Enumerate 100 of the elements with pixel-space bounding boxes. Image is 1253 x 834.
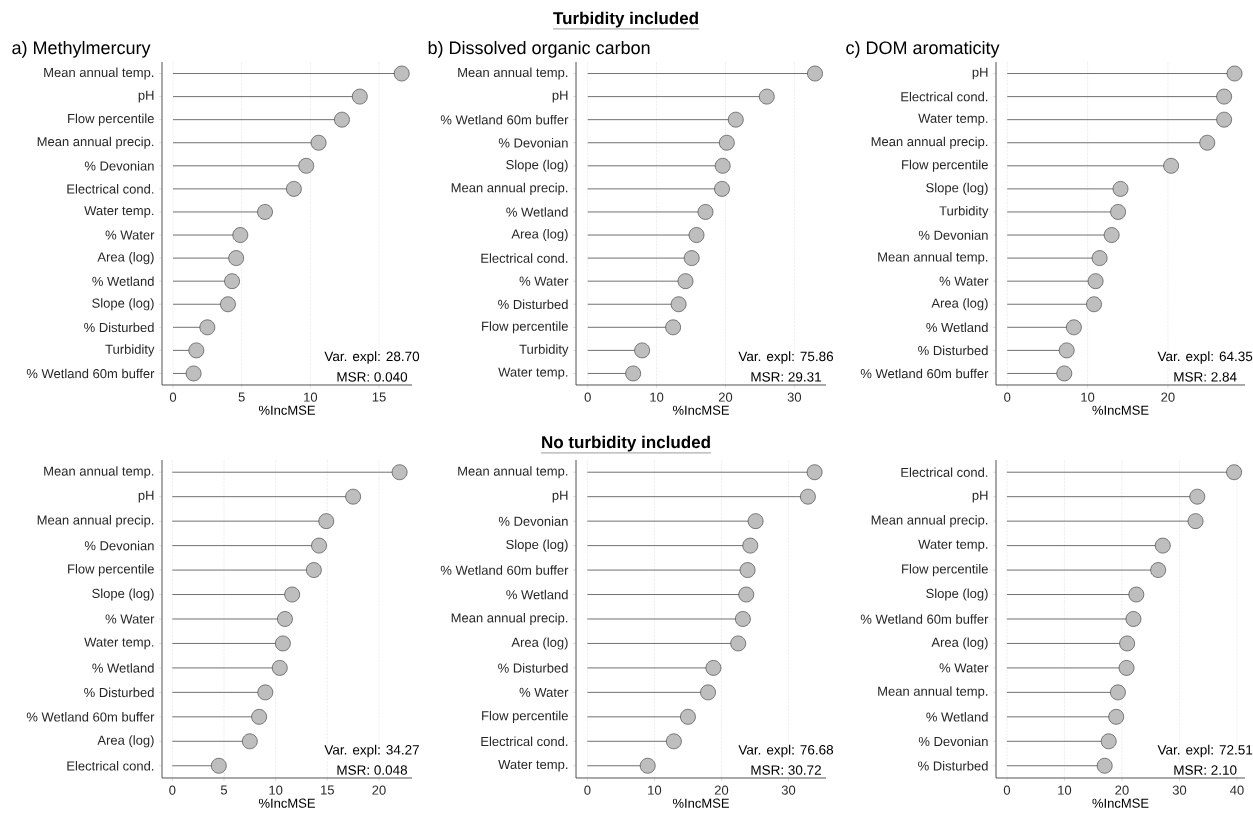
annotation: MSR: 2.10 [1174, 765, 1237, 775]
y-tick-label: Area (log) [931, 298, 988, 311]
point [271, 660, 288, 676]
point [1108, 709, 1124, 725]
y-tick-label: % Water [519, 276, 569, 286]
y-tick-label: % Devonian [84, 540, 154, 551]
point [1150, 562, 1166, 578]
x-tick-label: 40 [1230, 785, 1244, 795]
annotation: Var. expl: 34.27 [324, 744, 419, 758]
point [232, 227, 249, 243]
y-tick-label: Water temp. [498, 367, 568, 380]
x-tick-label: 20 [1161, 392, 1175, 402]
y-tick-label: % Wetland 60m buffer [26, 712, 155, 722]
y-tick-label: % Water [519, 687, 569, 697]
y-tick-label: % Wetland 60m buffer [26, 368, 155, 379]
x-tick-label: 15 [321, 785, 334, 795]
y-tick-label: Electrical cond. [481, 253, 568, 263]
y-tick-label: Mean annual temp. [878, 686, 988, 699]
point [1125, 611, 1142, 627]
point [1087, 273, 1104, 289]
point [677, 273, 694, 289]
y-tick-label: % Devonian [498, 516, 568, 526]
x-tick-label: 15 [372, 392, 386, 402]
point [666, 733, 682, 750]
point [683, 250, 700, 266]
y-tick-label: % Wetland 60m buffer [440, 565, 569, 575]
y-tick-label: Flow percentile [482, 710, 568, 723]
y-tick-label: % Wetland 60m buffer [860, 614, 989, 624]
y-tick-label: pH [552, 90, 568, 103]
x-tick-label: 0 [584, 785, 591, 795]
point [1091, 250, 1108, 266]
x-tick-label: 10 [304, 392, 318, 402]
x-tick-label: 20 [1115, 785, 1129, 795]
y-tick-label: % Disturbed [918, 345, 988, 356]
point [1066, 319, 1082, 336]
point [1154, 537, 1171, 554]
y-tick-label: Slope (log) [926, 588, 988, 601]
x-tick-label: 20 [714, 785, 729, 795]
x-axis-title: %IncMSE [1092, 798, 1149, 808]
y-tick-label: % Wetland [92, 663, 154, 673]
annotation: MSR: 29.31 [751, 372, 821, 382]
y-tick-label: Slope (log) [92, 588, 154, 601]
point [806, 464, 823, 481]
point [393, 65, 410, 82]
x-axis-title: %IncMSE [258, 798, 315, 808]
annotation: Var. expl: 75.86 [738, 351, 834, 364]
y-tick-label: Mean annual temp. [44, 67, 154, 80]
x-tick-label: 10 [648, 785, 662, 795]
y-tick-label: % Devonian [918, 230, 988, 240]
point [1096, 757, 1113, 774]
annotation: MSR: 2.84 [1174, 372, 1237, 382]
x-tick-label: 10 [269, 785, 283, 795]
point [719, 134, 735, 151]
point [345, 488, 361, 505]
y-tick-label: Turbidity [939, 205, 989, 219]
x-axis-title: %IncMSE [672, 405, 729, 415]
point [1110, 204, 1126, 220]
point [1189, 488, 1206, 505]
point [391, 464, 408, 481]
chart-title: c) DOM aromaticity [846, 40, 1000, 58]
y-tick-label: % Wetland 60m buffer [860, 368, 989, 379]
y-tick-label: % Wetland [926, 322, 988, 333]
x-axis-title: %IncMSE [672, 798, 729, 808]
x-tick-label: 0 [169, 785, 176, 795]
point [670, 296, 687, 313]
y-tick-label: % Devonian [84, 161, 154, 171]
y-tick-label: pH [138, 90, 154, 103]
x-tick-label: 5 [238, 392, 245, 402]
point [1163, 158, 1179, 174]
y-tick-label: % Wetland [506, 207, 568, 217]
point [639, 757, 656, 774]
point [251, 709, 267, 725]
y-tick-label: % Wetland 60m buffer [440, 114, 569, 125]
point [700, 684, 716, 701]
y-tick-label: Flow percentile [482, 321, 568, 334]
y-tick-label: Slope (log) [506, 159, 568, 172]
y-tick-label: Electrical cond. [67, 184, 154, 194]
y-tick-label: % Wetland [926, 712, 988, 722]
point [185, 365, 202, 382]
point [727, 111, 744, 128]
point [714, 181, 730, 197]
chart-title: No turbidity included [542, 435, 710, 452]
y-tick-label: Mean annual precip. [37, 136, 154, 149]
point [1086, 296, 1102, 313]
y-tick-label: Area (log) [511, 637, 568, 650]
point [277, 611, 293, 627]
point [1056, 365, 1073, 382]
y-tick-label: Water temp. [918, 539, 988, 552]
point [625, 365, 641, 382]
point [275, 635, 291, 652]
point [211, 757, 227, 774]
point [680, 709, 696, 725]
y-tick-label: % Water [105, 230, 155, 240]
point [747, 513, 764, 529]
y-tick-label: Flow percentile [902, 159, 988, 172]
point [318, 513, 335, 529]
point [714, 158, 731, 174]
y-tick-label: Flow percentile [68, 564, 154, 577]
y-tick-label: Mean annual precip. [871, 136, 988, 149]
point [705, 660, 722, 676]
